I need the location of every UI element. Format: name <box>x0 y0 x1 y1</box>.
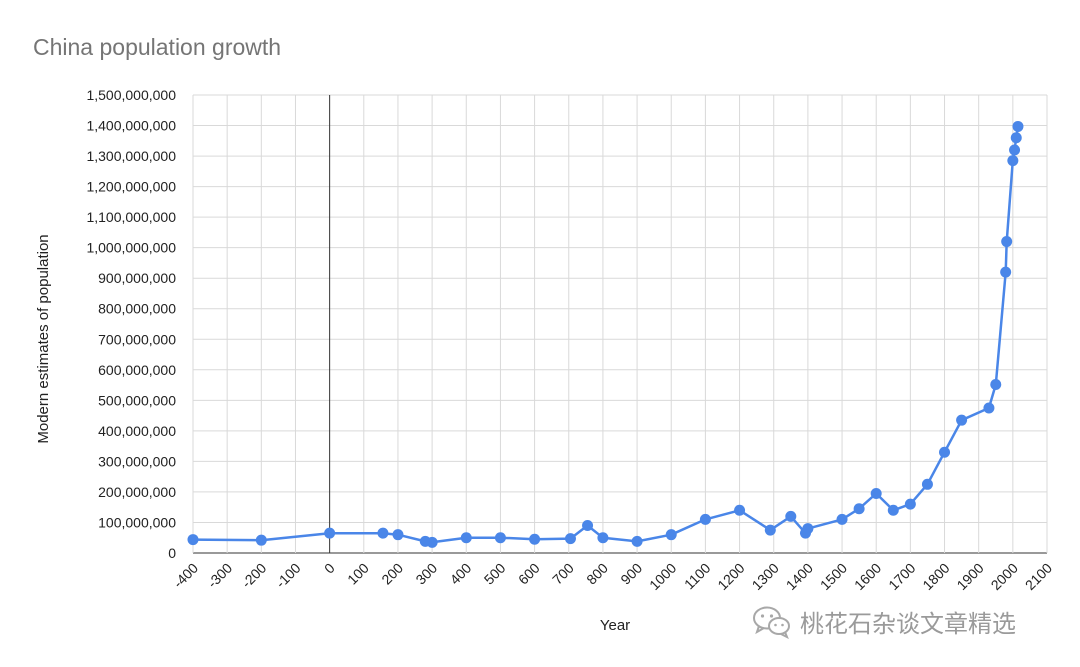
data-point <box>564 533 576 545</box>
x-tick-label: 800 <box>583 560 611 588</box>
data-point <box>1012 120 1024 132</box>
x-tick-label: -200 <box>238 560 269 591</box>
data-point <box>1007 155 1019 167</box>
data-point <box>529 533 541 545</box>
x-tick-label: 2000 <box>988 560 1021 593</box>
x-tick-label: 500 <box>481 560 509 588</box>
series-line <box>192 126 1020 544</box>
x-tick-label: 1600 <box>851 560 884 593</box>
data-point <box>921 478 933 490</box>
x-tick-label: 0 <box>321 560 338 577</box>
x-tick-label: -400 <box>170 560 201 591</box>
x-tick-label: 1200 <box>714 560 747 593</box>
x-tick-label: 1900 <box>953 560 986 593</box>
y-tick-label: 100,000,000 <box>98 514 176 530</box>
y-tick-label: 1,100,000,000 <box>86 209 176 225</box>
y-tick-label: 200,000,000 <box>98 484 176 500</box>
y-tick-label: 1,000,000,000 <box>86 240 176 256</box>
grid <box>192 94 1048 554</box>
data-point <box>939 446 951 458</box>
y-tick-label: 1,200,000,000 <box>86 179 176 195</box>
data-point <box>426 536 438 548</box>
data-point <box>1001 236 1013 248</box>
data-point <box>853 503 865 515</box>
data-point <box>836 513 848 525</box>
x-tick-label: 1500 <box>817 560 850 593</box>
data-point <box>324 527 336 539</box>
watermark-text: 桃花石杂谈文章精选 <box>800 610 1016 638</box>
wechat-icon <box>753 606 790 639</box>
data-point <box>582 520 594 532</box>
x-tick-label: 600 <box>515 560 543 588</box>
data-point <box>377 527 389 539</box>
data-point <box>870 487 882 499</box>
data-point <box>990 378 1002 390</box>
x-tick-label: 200 <box>378 560 406 588</box>
data-point <box>460 532 472 544</box>
x-tick-label: 900 <box>617 560 645 588</box>
y-tick-label: 700,000,000 <box>98 331 176 347</box>
y-tick-label: 300,000,000 <box>98 453 176 469</box>
x-tick-label: 1000 <box>646 560 679 593</box>
data-point <box>494 532 506 544</box>
x-tick-label: 100 <box>344 560 372 588</box>
data-point <box>392 529 404 541</box>
data-point <box>983 402 995 414</box>
x-tick-label: 1300 <box>748 560 781 593</box>
data-point <box>1010 132 1022 144</box>
x-tick-label: 1700 <box>885 560 918 593</box>
x-tick-label: -300 <box>204 560 235 591</box>
x-axis-label: Year <box>600 617 630 634</box>
y-tick-label: 500,000,000 <box>98 392 176 408</box>
x-tick-label: 400 <box>447 560 475 588</box>
y-tick-label: 600,000,000 <box>98 362 176 378</box>
data-point <box>1009 144 1021 156</box>
x-tick-label: 1100 <box>681 560 714 593</box>
data-point <box>904 498 916 510</box>
y-tick-label: 400,000,000 <box>98 423 176 439</box>
watermark: 桃花石杂谈文章精选 <box>752 604 1016 639</box>
x-tick-label: 2100 <box>1022 560 1055 593</box>
x-tick-label: 1400 <box>783 560 816 593</box>
series-points <box>187 120 1024 548</box>
x-tick-label: 300 <box>412 560 440 588</box>
data-point <box>187 534 199 546</box>
data-point <box>255 534 267 546</box>
data-point <box>597 532 609 544</box>
y-tick-label: 0 <box>168 545 176 561</box>
data-point <box>699 513 711 525</box>
data-point <box>665 529 677 541</box>
x-tick-label: -100 <box>272 560 303 591</box>
y-axis-label: Modern estimates of population <box>35 234 52 443</box>
y-tick-label: 1,500,000,000 <box>86 87 176 103</box>
data-point <box>887 504 899 516</box>
y-axis-ticks: 0 100,000,000 200,000,000 300,000,000 400,00… <box>86 87 176 561</box>
data-point <box>956 414 968 426</box>
data-point <box>1000 266 1012 278</box>
x-tick-label: 1800 <box>919 560 952 593</box>
series-polyline <box>192 126 1020 544</box>
y-tick-label: 1,400,000,000 <box>86 118 176 134</box>
y-tick-label: 900,000,000 <box>98 270 176 286</box>
data-point <box>734 504 746 516</box>
y-tick-label: 800,000,000 <box>98 301 176 317</box>
x-tick-label: 700 <box>549 560 577 588</box>
data-point <box>631 535 643 547</box>
chart-title: China population growth <box>33 34 282 60</box>
data-point <box>785 510 797 522</box>
y-tick-label: 1,300,000,000 <box>86 148 176 164</box>
data-point <box>802 523 814 535</box>
data-point <box>764 524 776 536</box>
x-axis-ticks: -400 -300 -200 -100 0 100 200 300 400 500 600 700 80… <box>170 560 1055 593</box>
